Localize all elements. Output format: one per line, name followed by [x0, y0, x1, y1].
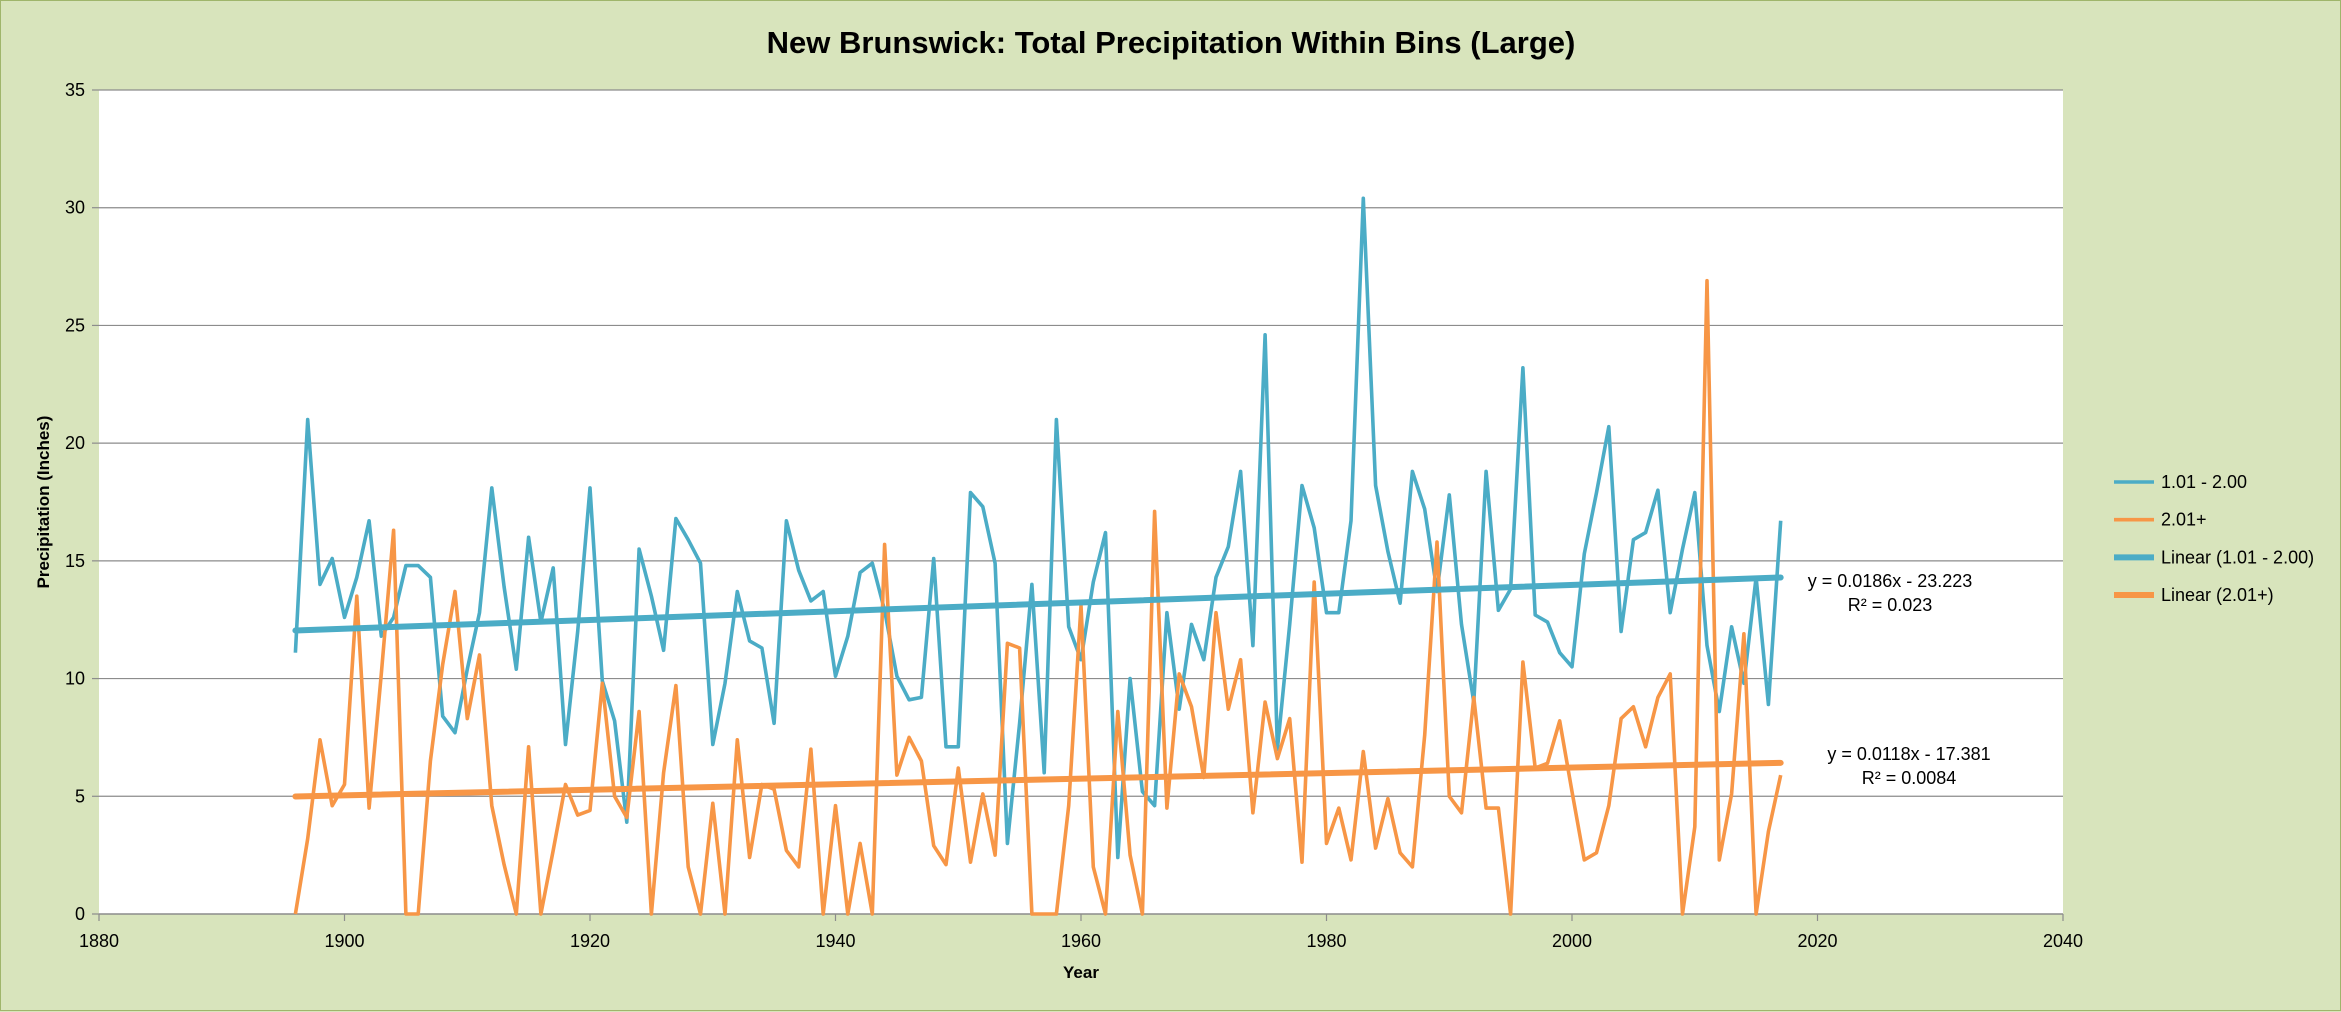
y-axis-ticks: 0 5 10 15 20 25 30 35 [65, 80, 99, 924]
legend: 1.01 - 2.00 2.01+ Linear (1.01 - 2.00) Line… [2114, 472, 2314, 605]
y-tick-label: 5 [75, 786, 85, 806]
gridlines [99, 89, 2063, 797]
trendline-layer [292, 574, 1784, 800]
series-line-orange [293, 278, 1783, 916]
legend-label: 1.01 - 2.00 [2161, 472, 2247, 492]
y-tick-label: 30 [65, 198, 85, 218]
trendline-blue [292, 574, 1784, 634]
x-tick-label: 2020 [1797, 931, 1837, 951]
y-tick-label: 20 [65, 433, 85, 453]
x-axis-label: Year [1063, 963, 1099, 982]
series-line-blue [293, 196, 1783, 860]
y-tick-label: 10 [65, 669, 85, 689]
trendline-labels: y = 0.0186x - 23.223 R² = 0.023 y = 0.01… [1808, 571, 1991, 788]
x-tick-label: 1920 [570, 931, 610, 951]
trendline-equation-orange: y = 0.0118x - 17.381 [1827, 744, 1990, 764]
x-tick-label: 1880 [79, 931, 119, 951]
y-tick-label: 15 [65, 551, 85, 571]
trendline-equation-blue: y = 0.0186x - 23.223 [1808, 571, 1973, 591]
y-tick-label: 25 [65, 315, 85, 335]
legend-label: Linear (2.01+) [2161, 585, 2274, 605]
x-axis-ticks: 1880 1900 1920 1940 1960 1980 2000 2020 2040 [79, 914, 2083, 951]
x-tick-label: 2000 [1552, 931, 1592, 951]
series-layer [293, 196, 1783, 916]
x-tick-label: 1980 [1306, 931, 1346, 951]
x-tick-label: 2040 [2043, 931, 2083, 951]
x-tick-label: 1940 [815, 931, 855, 951]
y-tick-label: 0 [75, 904, 85, 924]
trendline-r2-orange: R² = 0.0084 [1862, 768, 1957, 788]
x-tick-label: 1960 [1061, 931, 1101, 951]
y-axis-label: Precipitation (Inches) [34, 416, 53, 589]
plot-area [99, 90, 2063, 914]
legend-label: Linear (1.01 - 2.00) [2161, 547, 2314, 567]
y-tick-label: 35 [65, 80, 85, 100]
trendline-r2-blue: R² = 0.023 [1848, 595, 1933, 615]
chart-title: New Brunswick: Total Precipitation Withi… [767, 25, 1576, 60]
x-tick-label: 1900 [324, 931, 364, 951]
trendline-orange [292, 759, 1784, 800]
legend-label: 2.01+ [2161, 510, 2207, 530]
